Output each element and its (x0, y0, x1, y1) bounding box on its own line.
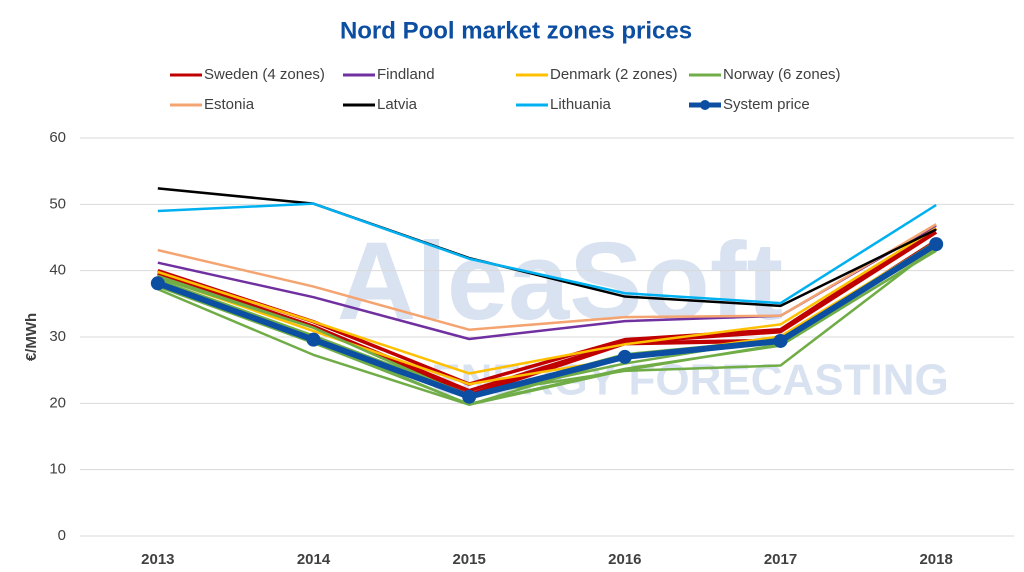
series-line (157, 241, 937, 386)
series-line (157, 249, 937, 406)
x-tick-label: 2018 (919, 551, 952, 568)
y-tick-label: 50 (49, 195, 66, 212)
y-tick-label: 0 (58, 527, 66, 544)
y-tick-label: 60 (49, 129, 66, 146)
series-line (157, 187, 937, 308)
data-point (773, 333, 788, 348)
y-tick-label: 10 (49, 461, 66, 478)
legend-label: System price (723, 96, 810, 113)
x-tick-label: 2014 (297, 551, 331, 568)
legend-label: Denmark (2 zones) (550, 66, 678, 83)
series-line (157, 227, 937, 375)
x-tick-label: 2015 (452, 551, 485, 568)
data-point (306, 332, 321, 347)
series-line (157, 245, 937, 396)
data-point (150, 276, 165, 291)
x-tick-label: 2013 (141, 551, 174, 568)
x-tick-label: 2017 (764, 551, 797, 568)
y-tick-label: 40 (49, 262, 66, 279)
data-point (462, 389, 477, 404)
legend-label: Lithuania (550, 96, 612, 113)
chart-title: Nord Pool market zones prices (340, 17, 692, 44)
series-line (157, 223, 937, 331)
data-point (617, 349, 632, 364)
y-tick-label: 30 (49, 328, 66, 345)
legend-label: Sweden (4 zones) (204, 66, 325, 83)
legend-label: Latvia (377, 96, 418, 113)
legend-marker (700, 100, 710, 110)
legend-label: Estonia (204, 96, 255, 113)
series-line (156, 241, 938, 400)
y-tick-label: 20 (49, 394, 66, 411)
legend-label: Findland (377, 66, 435, 83)
y-axis-label: €/MWh (23, 313, 40, 361)
series-line (157, 202, 937, 305)
series-line (157, 230, 938, 393)
x-tick-label: 2016 (608, 551, 641, 568)
legend-label: Norway (6 zones) (723, 66, 841, 83)
data-point (929, 237, 944, 252)
